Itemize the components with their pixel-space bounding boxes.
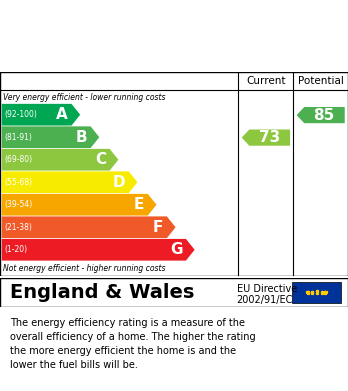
Text: A: A [56,107,68,122]
Text: 73: 73 [259,130,280,145]
Polygon shape [2,171,137,193]
Text: Potential: Potential [298,76,343,86]
Text: (1-20): (1-20) [4,245,27,254]
Text: (55-68): (55-68) [4,178,32,187]
Text: C: C [95,152,106,167]
Polygon shape [2,216,175,238]
Polygon shape [242,129,290,146]
Text: (21-38): (21-38) [4,223,32,232]
Text: EU Directive: EU Directive [237,284,297,294]
Text: Very energy efficient - lower running costs: Very energy efficient - lower running co… [3,93,166,102]
Text: F: F [153,220,164,235]
Text: G: G [170,242,182,257]
Text: Energy Efficiency Rating: Energy Efficiency Rating [10,47,258,65]
Text: (39-54): (39-54) [4,200,32,209]
Text: D: D [113,175,125,190]
Polygon shape [2,126,99,148]
Text: B: B [76,130,87,145]
Text: 2002/91/EC: 2002/91/EC [237,294,293,305]
Text: (92-100): (92-100) [4,110,37,119]
Polygon shape [2,149,118,170]
Text: E: E [134,197,144,212]
Polygon shape [2,194,157,215]
Text: (81-91): (81-91) [4,133,32,142]
Polygon shape [2,239,195,261]
Text: Current: Current [246,76,286,86]
Text: England & Wales: England & Wales [10,283,195,302]
Text: The energy efficiency rating is a measure of the
overall efficiency of a home. T: The energy efficiency rating is a measur… [10,318,256,370]
Polygon shape [296,107,345,123]
Text: (69-80): (69-80) [4,155,32,164]
Text: 85: 85 [314,108,335,123]
Text: Not energy efficient - higher running costs: Not energy efficient - higher running co… [3,264,166,273]
Bar [292,282,341,303]
Polygon shape [2,104,80,126]
